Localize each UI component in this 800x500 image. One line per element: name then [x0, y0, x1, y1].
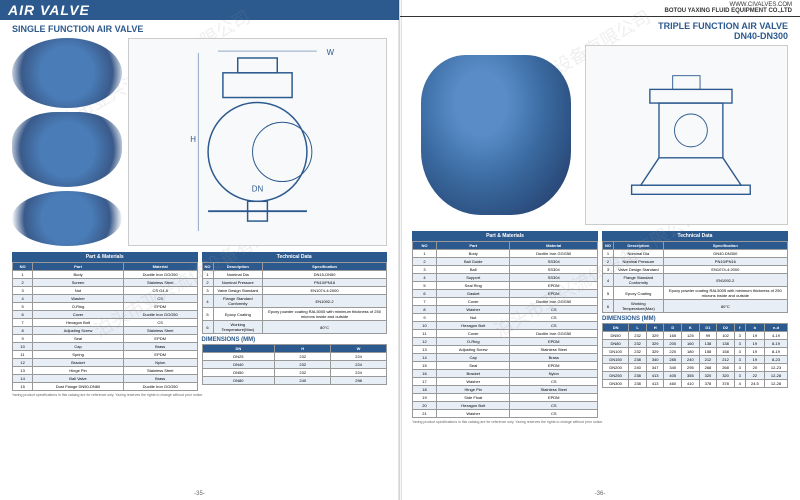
right-subtitle: TRIPLE FUNCTION AIR VALVE DN40-DN300 [412, 21, 788, 41]
footnote: Yaxing product specifications in this ca… [12, 393, 387, 397]
technical-diagram-left: DN H W [128, 38, 387, 246]
parts-title-r: Part & Materials [412, 231, 598, 241]
left-tables: Part & Materials NOPartMaterial1BodyDuct… [12, 252, 387, 391]
svg-text:DN: DN [252, 184, 264, 193]
valve-photo-1 [12, 38, 122, 108]
company-name: BOTOU YAXING FLUID EQUIPMENT CO.,LTD [665, 8, 792, 14]
subtitle-text: TRIPLE FUNCTION AIR VALVE [658, 21, 788, 31]
page-left: 泊头市亚兴流体设备有限公司 泊头市亚兴流体设备有限公司 AIR VALVE SI… [0, 0, 400, 500]
left-content: DN H W [12, 38, 387, 246]
right-tables: Part & Materials NOPartMaterial1BodyDuct… [412, 231, 788, 418]
valve-photo-2 [12, 112, 122, 187]
right-parts-table: NOPartMaterial1BodyDuctile Iron GGG502Ba… [412, 241, 598, 418]
page-number: -35- [194, 491, 205, 497]
valve-photo-big [421, 55, 571, 215]
page-header-right: WWW.CIVALVES.COM BOTOU YAXING FLUID EQUI… [400, 0, 800, 17]
page-header: AIR VALVE [0, 0, 399, 20]
subtitle-range: DN40-DN300 [734, 31, 788, 41]
right-dims-table: DNLHDKD1D2fbn-dDN50232329165125991023194… [602, 323, 788, 388]
tech-title-r: Technical Data [602, 231, 788, 241]
left-dims-table: DNHWDN25232224DN40232224DN50232224DN8024… [202, 344, 388, 385]
technical-diagram-right [585, 45, 788, 225]
dims-title: DIMENSIONS (MM) [202, 337, 388, 343]
page-number-r: -36- [595, 491, 606, 497]
valve-photos [12, 38, 122, 246]
right-tech-table: NODescriptionSpecification1Nominal DiaDN… [602, 241, 788, 313]
right-content [412, 45, 788, 225]
valve-photo-3 [12, 191, 122, 246]
svg-text:H: H [190, 135, 196, 144]
footnote-r: Yaxing product specifications in this ca… [412, 420, 788, 424]
left-parts-table: NOPartMaterial1BodyDuctile Iron GGG502Sc… [12, 262, 198, 391]
tech-title: Technical Data [202, 252, 388, 262]
dims-title-r: DIMENSIONS (MM) [602, 316, 788, 322]
page-right: 泊头市亚兴流体设备有限公司 泊头市亚兴流体设备有限公司 WWW.CIVALVES… [400, 0, 800, 500]
left-tech-table: NODescriptionSpecification1Nominal DiaDN… [202, 262, 388, 334]
svg-text:W: W [327, 48, 335, 57]
left-subtitle: SINGLE FUNCTION AIR VALVE [12, 24, 387, 34]
parts-title: Part & Materials [12, 252, 198, 262]
